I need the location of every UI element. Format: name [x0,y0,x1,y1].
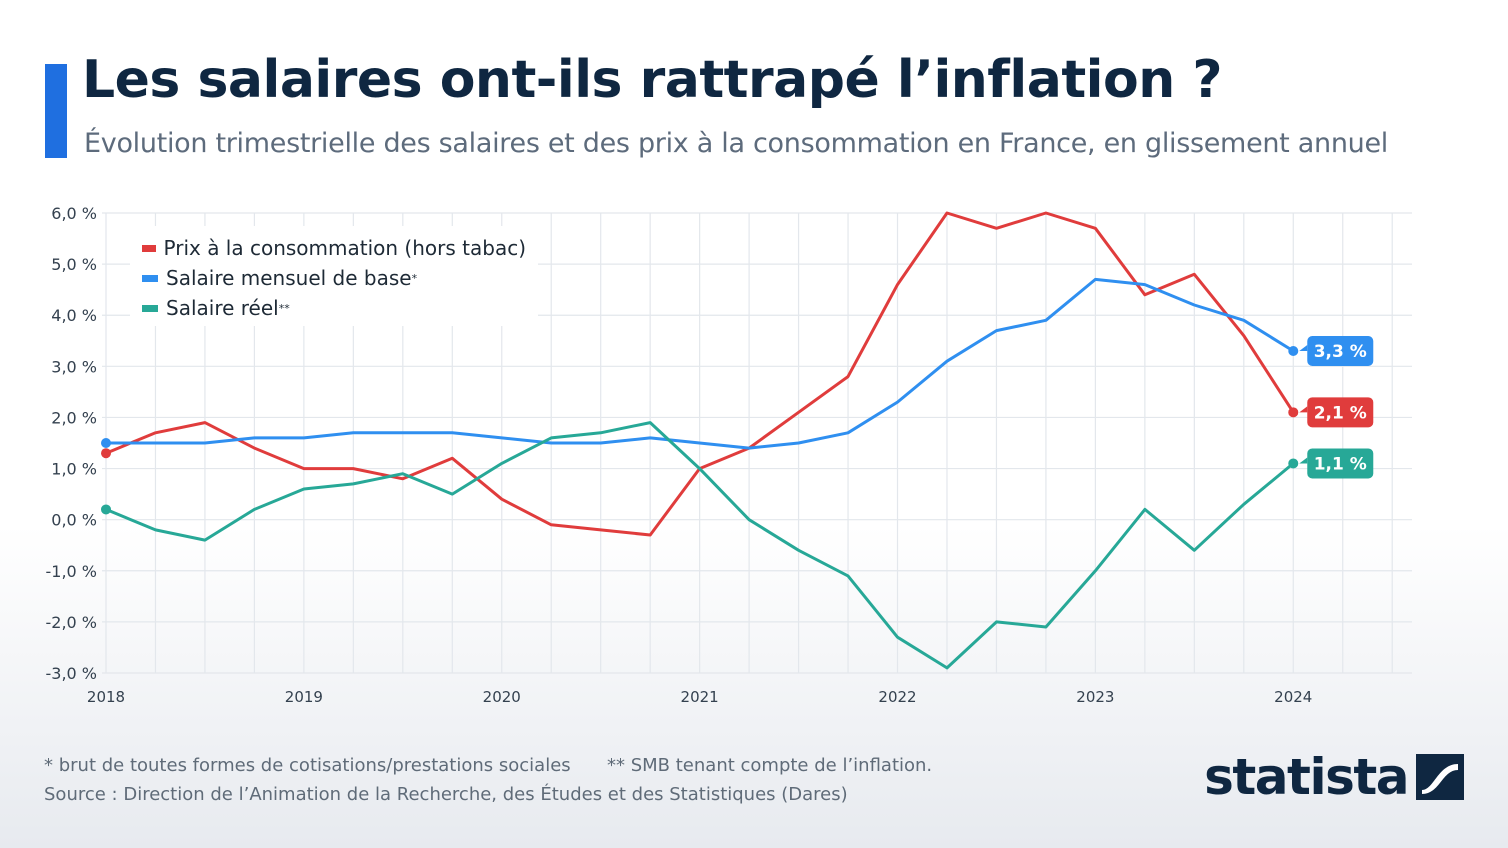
x-tick-label: 2019 [285,688,323,706]
end-label-text: 1,1 % [1314,454,1367,474]
x-tick-label: 2020 [483,688,521,706]
statista-logo-text: statista [1204,748,1409,806]
page-title: Les salaires ont-ils rattrapé l’inflatio… [82,50,1223,110]
title-accent-bar [45,64,67,158]
end-label-pointer [1299,345,1308,351]
chart-legend: Prix à la consommation (hors tabac) Sala… [130,226,538,326]
legend-swatch-prix [142,244,156,252]
y-tick-label: 2,0 % [51,408,97,427]
y-tick-label: 3,0 % [51,357,97,376]
series-start-point [101,504,111,515]
x-tick-label: 2021 [681,688,719,706]
series-start-point [101,438,111,448]
series-end-point [1288,407,1299,418]
series-line [104,421,1295,670]
end-label-pointer [1299,406,1308,413]
series-start-point [101,448,111,459]
y-tick-label: 0,0 % [51,511,97,530]
y-tick-label: -1,0 % [45,562,97,581]
legend-swatch-salaire-reel [142,304,158,312]
end-label-text: 2,1 % [1314,403,1367,423]
legend-swatch-salaire-base [142,274,158,282]
source-note: Source : Direction de l’Animation de la … [44,784,848,805]
y-tick-label: 5,0 % [51,255,97,274]
series-line [104,277,1295,450]
legend-label-prix: Prix à la consommation (hors tabac) [163,236,526,260]
footnote-2: ** SMB tenant compte de l’inflation. [607,755,933,776]
series-end-point [1288,458,1299,469]
end-label-badge [1307,397,1374,428]
legend-item-prix: Prix à la consommation (hors tabac) [142,233,526,263]
legend-item-salaire-base: Salaire mensuel de base * [142,263,526,293]
legend-marker-salaire-base: * [411,271,418,285]
x-tick-label: 2024 [1274,688,1312,706]
end-label-pointer [1299,457,1308,464]
page-subtitle: Évolution trimestrielle des salaires et … [84,128,1388,159]
y-tick-label: -3,0 % [45,664,97,683]
statista-logo-icon [1416,754,1464,800]
end-label-text: 3,3 % [1314,342,1367,362]
end-label-badge [1307,336,1374,366]
x-tick-label: 2023 [1076,688,1114,706]
legend-marker-salaire-reel: ** [278,301,290,315]
legend-label-salaire-reel: Salaire réel [166,296,279,320]
legend-label-salaire-base: Salaire mensuel de base [166,266,412,290]
statista-logo[interactable]: statista [1204,748,1464,806]
y-tick-label: 4,0 % [51,306,97,325]
legend-item-salaire-reel: Salaire réel ** [142,293,526,323]
x-tick-label: 2018 [87,688,125,706]
footnote-1: * brut de toutes formes de cotisations/p… [44,755,571,776]
y-tick-label: -2,0 % [45,613,97,632]
y-tick-label: 1,0 % [51,460,97,479]
series-end-point [1288,346,1299,356]
x-tick-label: 2022 [878,688,916,706]
end-label-badge [1307,448,1374,479]
y-tick-label: 6,0 % [51,204,97,223]
